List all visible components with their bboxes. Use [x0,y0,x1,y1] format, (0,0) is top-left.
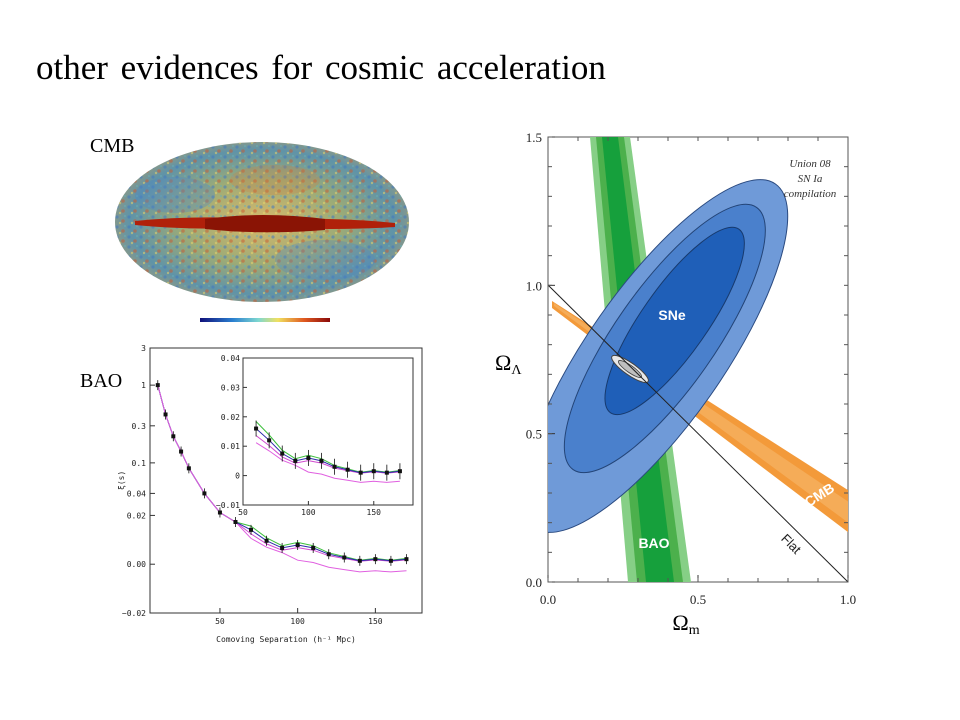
omega-ylabel: ΩΛ [495,350,522,378]
cmb-colorbar [200,318,330,322]
inset-ytick-label: 0.02 [221,413,240,422]
omega-ytick-label: 0.0 [526,575,542,590]
inset-model-curve [255,421,400,473]
bao-ytick-label: 0.04 [127,489,146,498]
inset-xtick-label: 100 [301,508,316,517]
bao-data-point [388,558,393,563]
bao-band-label: BAO [638,535,669,551]
bao-data-point [326,552,331,557]
bao-data-point [171,434,176,439]
bao-xtick-label: 50 [215,617,225,626]
bao-ytick-label: 0.3 [132,422,147,431]
inset-model-curve [255,435,400,474]
inset-model-curve [255,428,400,474]
bao-data-point [357,558,362,563]
flat-line [548,284,848,582]
inset-data-point [293,458,298,463]
bao-data-point [202,491,207,496]
bao-data-point [163,412,168,417]
inset-data-point [280,451,285,456]
inset-data-point [371,469,376,474]
inset-ytick-label: 0 [235,472,240,481]
bao-data-point [179,449,184,454]
inset-data-point [332,464,337,469]
omega-ytick-label: 0.5 [526,427,542,442]
omega-xlabel: Ωm [672,610,699,638]
union-annotation-line1: Union 08 [789,158,831,170]
bao-ytick-label: −0.02 [122,609,146,618]
omega-ytick-label: 1.5 [526,130,542,145]
bao-data-point [342,555,347,560]
inset-model-curve [255,442,400,483]
inset-ytick-label: 0.01 [221,442,240,451]
inset-data-point [267,438,272,443]
bao-data-point [311,545,316,550]
cmb-sky-map [115,142,409,322]
bao-data-point [295,542,300,547]
inset-data-point [397,469,402,474]
inset-xtick-label: 50 [238,508,248,517]
inset-data-point [319,458,324,463]
bao-data-point [264,538,269,543]
omega-ytick-label: 1.0 [526,278,542,293]
sne-label: SNe [658,307,685,323]
inset-data-point [384,470,389,475]
inset-ytick-label: −0.01 [216,501,240,510]
bao-xtick-label: 150 [368,617,383,626]
inset-data-point [358,470,363,475]
cmb-label: CMB [90,135,135,157]
omega-xtick-label: 0.5 [690,592,706,607]
bao-data-point [280,545,285,550]
inset-xtick-label: 150 [367,508,382,517]
bao-data-point [186,466,191,471]
bao-ytick-label: 0.00 [127,560,146,569]
omega-xtick-label: 1.0 [840,592,856,607]
union-annotation-line3: compilation [784,188,837,200]
bao-data-point [404,557,409,562]
inset-data-point [345,467,350,472]
bao-data-point [233,519,238,524]
inset-data-point [254,426,259,431]
bao-xlabel: Comoving Separation (h⁻¹ Mpc) [216,635,356,644]
bao-ytick-label: 0.1 [132,459,147,468]
bao-data-point [373,557,378,562]
bao-ytick-label: 0.02 [127,511,146,520]
bao-ylabel: ξ(s) [117,471,126,490]
bao-ytick-label: 1 [141,381,146,390]
bao-correlation-chart: 3 1 0.3 0.1 0.04 0.02 0.00 −0.02 50 100 150 0.04 0… [117,344,423,644]
bao-data-point [217,510,222,515]
bao-xtick-label: 100 [290,617,305,626]
inset-ytick-label: 0.04 [221,354,240,363]
bao-ytick-label: 3 [141,344,146,353]
sne-contour-inner [604,226,745,416]
bao-inset-frame [242,357,414,506]
slide-title: other evidences for cosmic acceleration [36,48,606,87]
bao-data-point [249,527,254,532]
omega-contour-chart: 0.0 0.5 1.0 0.0 0.5 1.0 1.5 Union 08 SN Ia com… [495,130,856,638]
omega-xtick-label: 0.0 [540,592,556,607]
inset-data-point [306,455,311,460]
inset-ytick-label: 0.03 [221,383,240,392]
union-annotation-line2: SN Ia [798,173,823,185]
sne-contours [548,179,789,533]
bao-data-point [155,383,160,388]
bao-label: BAO [80,370,123,392]
